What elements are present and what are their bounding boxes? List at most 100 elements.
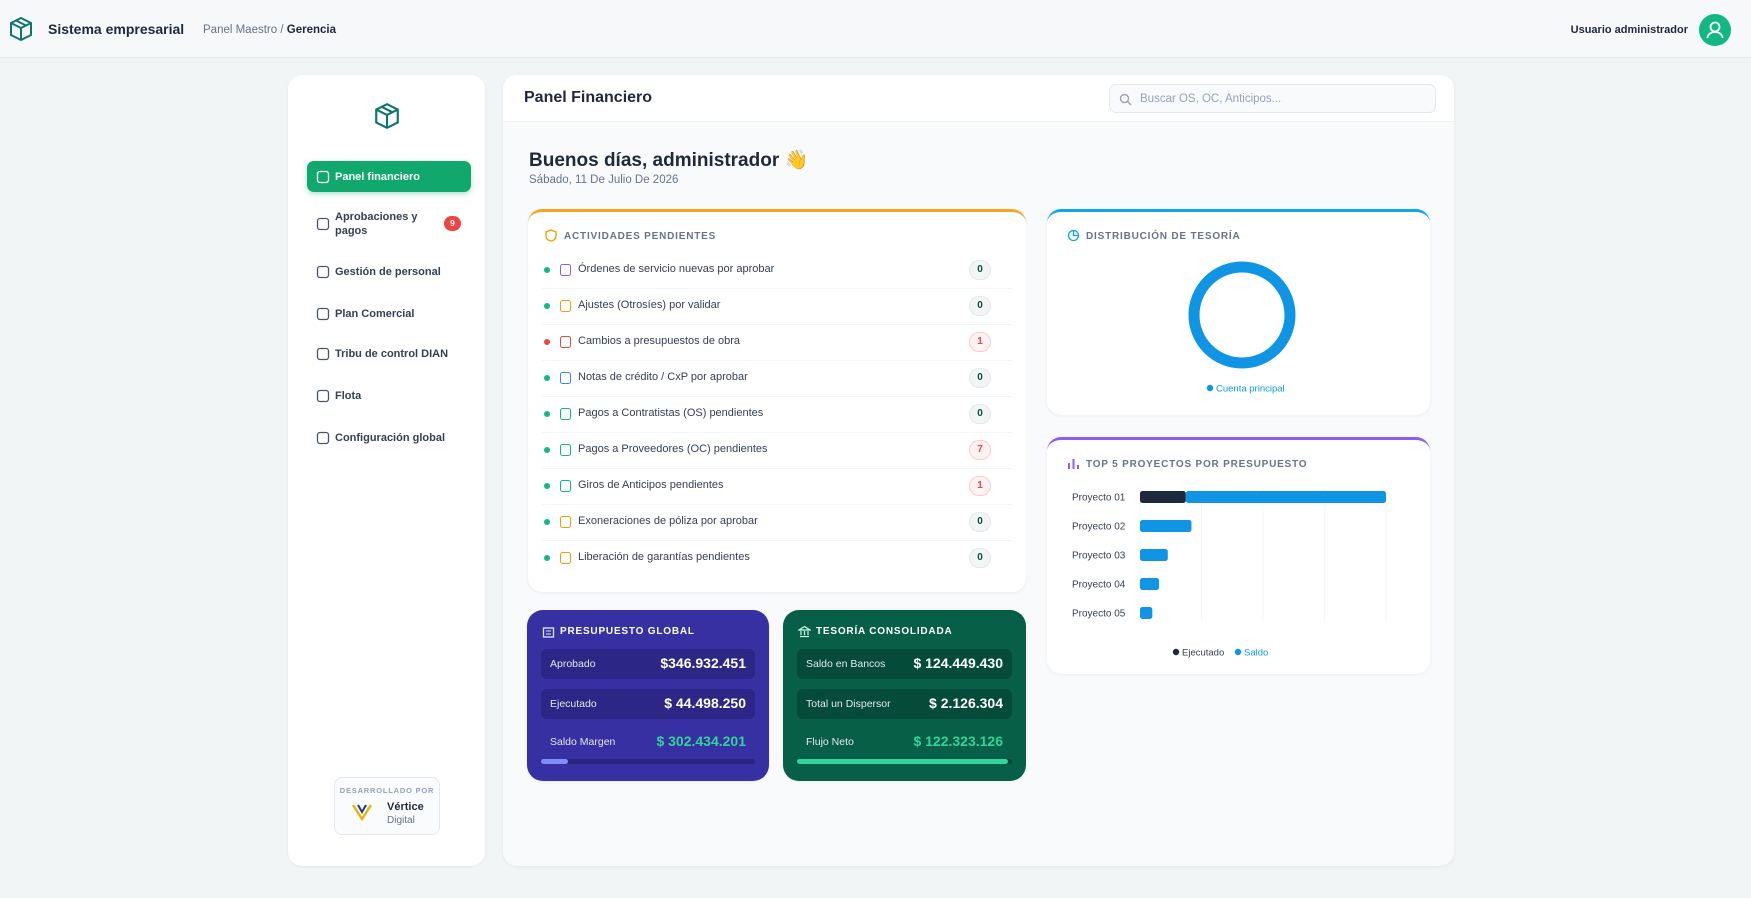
treasury-icon: [798, 625, 811, 638]
separator: [542, 468, 1012, 469]
app-name: Sistema empresarial: [48, 21, 185, 37]
breadcrumb-item: Gerencia: [286, 24, 336, 36]
menu-item[interactable]: Flota: [307, 380, 471, 411]
status-dot: [544, 267, 550, 273]
panel-header: Panel Financiero Buscar OS, OC, Anticipo…: [503, 75, 1454, 122]
progress-track: [541, 759, 755, 764]
menu-label: Gestión de personal: [335, 265, 441, 278]
item-icon: [560, 264, 571, 276]
menu-icon: [316, 265, 330, 279]
separator: [542, 360, 1012, 361]
status-dot: [544, 483, 550, 489]
credit-logo: [351, 804, 373, 822]
menu-label: Plan Comercial: [335, 307, 415, 320]
menu-item[interactable]: Tribu de control DIAN: [307, 338, 471, 369]
budget-icon: [542, 627, 555, 638]
menu-icon: [316, 389, 330, 403]
status-dot: [544, 339, 550, 345]
menu-item[interactable]: Plan Comercial: [307, 298, 471, 329]
menu-icon: [316, 217, 330, 231]
money-row: Ejecutado $ 44.498.250: [541, 689, 755, 719]
money-row: Total un Dispersor $ 2.126.304: [797, 689, 1012, 719]
activity-label[interactable]: Giros de Anticipos pendientes: [578, 479, 724, 491]
item-icon: [560, 336, 571, 348]
money-value: $ 124.449.430: [913, 655, 1003, 671]
icon-shape: [316, 265, 330, 279]
credit-brand: Vértice: [387, 801, 424, 813]
menu-icon: [316, 347, 330, 361]
breadcrumb: Panel Maestro / Gerencia: [203, 24, 336, 36]
money-value: $ 2.126.304: [929, 695, 1003, 711]
status-dot: [544, 411, 550, 417]
item-icon: [560, 516, 571, 528]
menu-icon: [316, 170, 330, 184]
money-label: Aprobado: [550, 658, 596, 670]
item-icon: [560, 372, 571, 384]
activity-label[interactable]: Ajustes (Otrosíes) por validar: [578, 299, 721, 311]
chart-title: TOP 5 PROYECTOS POR PRESUPUESTO: [1086, 459, 1308, 470]
money-label: Total un Dispersor: [806, 698, 891, 710]
status-dot: [544, 303, 550, 309]
money-row: Saldo en Bancos $ 124.449.430: [797, 649, 1012, 679]
date: Sábado, 11 De Julio De 2026: [529, 174, 679, 186]
activity-label[interactable]: Liberación de garantías pendientes: [578, 551, 750, 563]
activity-label[interactable]: Cambios a presupuestos de obra: [578, 335, 741, 347]
separator: [542, 396, 1012, 397]
item-icon: [560, 444, 571, 456]
activities-card: ACTIVIDADES PENDIENTES Órdenes de servic…: [528, 209, 1026, 592]
money-value: $ 122.323.126: [913, 733, 1003, 749]
count-badge: 0: [969, 368, 991, 388]
status-dot: [544, 375, 550, 381]
menu-item[interactable]: Gestión de personal: [307, 256, 471, 287]
status-dot: [544, 555, 550, 561]
icon-shape: [316, 431, 330, 445]
separator: [542, 432, 1012, 433]
icon-shape: [316, 347, 330, 361]
money-row: Saldo Margen $ 302.434.201: [541, 727, 755, 757]
menu-label: Tribu de control DIAN: [335, 347, 449, 360]
budget-card: PRESUPUESTO GLOBAL Aprobado $346.932.451 E…: [527, 610, 769, 781]
search-box[interactable]: Buscar OS, OC, Anticipos...: [1109, 84, 1436, 113]
chart-icon: [1068, 459, 1079, 469]
credit-sub: Digital: [387, 815, 415, 826]
progress-track: [797, 759, 1012, 764]
sidebar: DESARROLLADO POR Vértice Digital Panel f…: [288, 75, 485, 866]
icon-shape: [316, 389, 330, 403]
budget-title: PRESUPUESTO GLOBAL: [560, 626, 695, 637]
activity-label[interactable]: Pagos a Proveedores (OC) pendientes: [578, 443, 768, 455]
chart-title: DISTRIBUCIÓN DE TESORÍA: [1086, 231, 1241, 242]
money-value: $ 302.434.201: [656, 733, 746, 749]
activity-label[interactable]: Exoneraciones de póliza por aprobar: [578, 515, 758, 527]
count-badge: 1: [969, 332, 991, 352]
treasury-card: TESORÍA CONSOLIDADA Saldo en Bancos $ 124…: [783, 610, 1026, 781]
item-icon: [560, 300, 571, 312]
money-label: Saldo Margen: [550, 736, 616, 748]
item-icon: [560, 480, 571, 492]
count-badge: 7: [969, 440, 991, 460]
credit-caption: DESARROLLADO POR: [339, 786, 435, 795]
search-icon: [1119, 93, 1132, 106]
activity-label[interactable]: Órdenes de servicio nuevas por aprobar: [578, 263, 775, 275]
menu-item[interactable]: Panel financiero: [307, 161, 471, 192]
breadcrumb-item[interactable]: Panel Maestro: [203, 24, 278, 36]
money-label: Flujo Neto: [806, 736, 854, 748]
menu-label: Flota: [335, 389, 362, 402]
chart-icon: [1067, 229, 1080, 242]
icon-shape: [316, 307, 330, 321]
activity-label[interactable]: Notas de crédito / CxP por aprobar: [578, 371, 748, 383]
menu-badge: 9: [444, 216, 461, 231]
menu-item[interactable]: Configuración global: [307, 422, 471, 453]
menu-item[interactable]: Aprobaciones y pagos 9: [307, 208, 471, 239]
item-icon: [560, 552, 571, 564]
progress-fill: [797, 759, 1009, 764]
menu-label: Aprobaciones y pagos: [335, 210, 418, 237]
activity-label[interactable]: Pagos a Contratistas (OS) pendientes: [578, 407, 764, 419]
separator: [542, 324, 1012, 325]
search-placeholder: Buscar OS, OC, Anticipos...: [1140, 93, 1282, 105]
user-name: Usuario administrador: [1570, 24, 1688, 36]
user-avatar[interactable]: [1699, 14, 1731, 46]
money-label: Ejecutado: [550, 698, 597, 710]
count-badge: 0: [969, 260, 991, 280]
menu-label: Configuración global: [335, 431, 445, 444]
icon-shape: [316, 170, 330, 184]
